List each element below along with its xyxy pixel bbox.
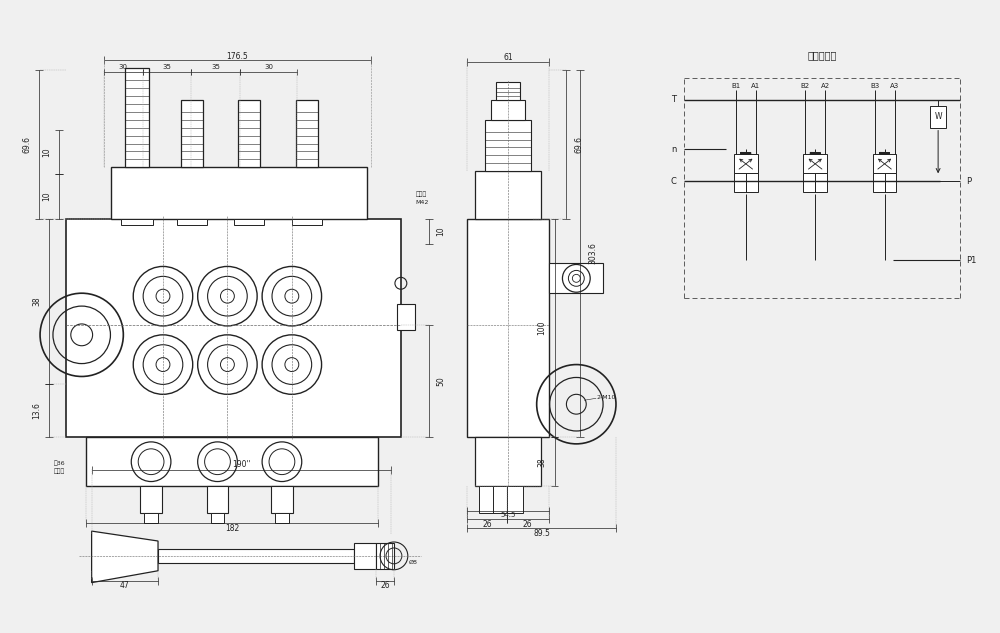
Bar [234, 219, 264, 225]
Text: Ø8: Ø8 [409, 560, 418, 565]
Bar [479, 487, 495, 513]
Bar [491, 100, 525, 120]
Bar [354, 543, 376, 569]
Text: 69.6: 69.6 [22, 136, 31, 153]
Text: 61: 61 [503, 53, 513, 62]
Text: 303.6: 303.6 [588, 242, 597, 265]
Text: 26: 26 [380, 581, 390, 590]
Text: 38: 38 [538, 457, 547, 467]
Text: 30: 30 [119, 64, 128, 70]
Bar [66, 219, 401, 437]
Bar [930, 106, 946, 128]
Text: 47: 47 [120, 581, 130, 590]
Text: A2: A2 [821, 83, 830, 89]
Bar [158, 549, 354, 563]
Text: 35: 35 [163, 64, 171, 70]
Bar [125, 68, 149, 167]
Bar [207, 487, 228, 513]
Bar [86, 437, 378, 487]
Bar [121, 219, 153, 225]
Bar [803, 154, 827, 173]
Bar [873, 173, 896, 192]
Text: B2: B2 [801, 83, 810, 89]
Text: A1: A1 [751, 83, 760, 89]
Bar [496, 82, 520, 100]
Bar [493, 487, 509, 513]
Text: 30: 30 [264, 64, 273, 70]
Text: 176.5: 176.5 [226, 52, 248, 61]
Bar [177, 219, 207, 225]
Text: n: n [671, 145, 676, 154]
Text: C: C [671, 177, 676, 185]
Bar [376, 543, 394, 569]
Bar [292, 219, 322, 225]
Polygon shape [92, 531, 158, 582]
Text: 10: 10 [42, 147, 51, 157]
Bar [734, 154, 758, 173]
Text: 69.6: 69.6 [574, 136, 583, 153]
Text: 小圆孔: 小圆孔 [54, 469, 65, 474]
Text: 89.5: 89.5 [533, 529, 550, 537]
Text: 190'': 190'' [232, 460, 251, 469]
Bar [238, 100, 260, 167]
Text: 10: 10 [42, 192, 51, 201]
Text: 182: 182 [225, 523, 239, 532]
Text: 液压原理图: 液压原理图 [807, 50, 837, 60]
Text: B1: B1 [731, 83, 741, 89]
Text: M42: M42 [416, 199, 429, 204]
Bar [397, 304, 415, 330]
Text: 10: 10 [437, 227, 446, 236]
Bar [475, 437, 541, 487]
Text: 50: 50 [437, 376, 446, 385]
Text: 35: 35 [211, 64, 220, 70]
Text: 2-M10: 2-M10 [596, 395, 616, 400]
Text: A3: A3 [890, 83, 899, 89]
Bar [271, 487, 293, 513]
Text: 13.6: 13.6 [32, 402, 41, 419]
Bar [211, 513, 224, 523]
Text: 26: 26 [482, 520, 492, 529]
Bar [140, 487, 162, 513]
Bar [803, 173, 827, 192]
Bar [111, 167, 367, 219]
Text: P: P [966, 177, 971, 185]
Bar [873, 154, 896, 173]
Text: 54.5: 54.5 [500, 512, 516, 518]
Bar [144, 513, 158, 523]
Bar [296, 100, 318, 167]
Bar [507, 487, 523, 513]
Bar [475, 172, 541, 219]
Text: 100: 100 [538, 321, 547, 335]
Text: P1: P1 [966, 256, 976, 265]
Bar [734, 173, 758, 192]
Text: 38: 38 [32, 297, 41, 306]
Text: W: W [934, 112, 942, 122]
Text: 小圆孔: 小圆孔 [416, 191, 427, 197]
Bar [467, 219, 549, 437]
Bar [275, 513, 289, 523]
Text: B3: B3 [870, 83, 879, 89]
Text: T: T [671, 96, 676, 104]
Text: 深36: 深36 [54, 461, 66, 467]
Bar [181, 100, 203, 167]
Bar [549, 263, 603, 293]
Bar [485, 120, 531, 172]
Text: 26: 26 [523, 520, 533, 529]
